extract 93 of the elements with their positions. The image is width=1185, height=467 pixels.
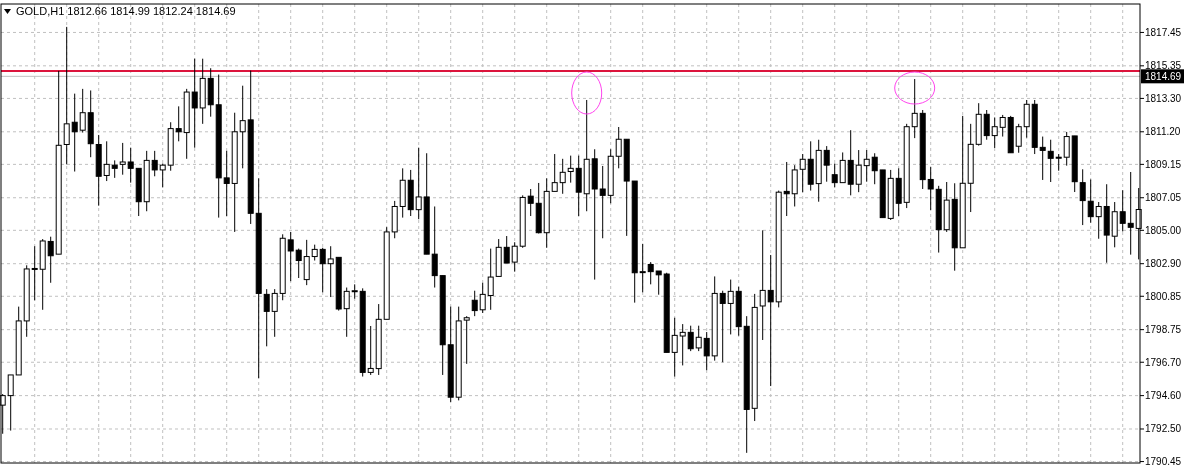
candlestick bbox=[615, 126, 622, 169]
y-tick-label: 1800.85 bbox=[1145, 290, 1182, 302]
candlestick bbox=[759, 229, 766, 341]
candlestick bbox=[71, 93, 78, 173]
y-tick-label: 1807.05 bbox=[1145, 192, 1182, 204]
candlestick bbox=[823, 145, 830, 183]
candlestick bbox=[31, 245, 38, 301]
candlestick bbox=[799, 153, 806, 193]
candlestick bbox=[303, 239, 310, 286]
candlestick bbox=[719, 290, 726, 363]
y-tick-label: 1796.70 bbox=[1145, 356, 1182, 368]
candlestick bbox=[463, 315, 470, 365]
y-tick-label: 1815.35 bbox=[1145, 60, 1182, 72]
candlestick bbox=[343, 287, 350, 338]
ref-line-label: 1814.69 bbox=[1145, 70, 1182, 82]
candlestick bbox=[647, 261, 654, 285]
candlestick bbox=[639, 243, 646, 293]
candlestick bbox=[79, 88, 86, 134]
candlestick bbox=[287, 231, 294, 282]
candlestick bbox=[1047, 139, 1054, 183]
candlestick bbox=[1087, 178, 1094, 224]
y-tick-label: 1811.20 bbox=[1145, 126, 1181, 138]
candlestick bbox=[791, 164, 798, 207]
candlestick bbox=[687, 325, 694, 352]
candlestick bbox=[1095, 201, 1102, 240]
candlestick bbox=[503, 235, 510, 264]
candlestick bbox=[431, 205, 438, 289]
candlestick bbox=[767, 254, 774, 387]
candlestick bbox=[1079, 168, 1086, 226]
y-tick-label: 1802.90 bbox=[1145, 258, 1182, 270]
candlestick bbox=[927, 166, 934, 211]
candlestick bbox=[1127, 171, 1134, 256]
candlestick bbox=[1039, 136, 1046, 181]
candlestick bbox=[415, 147, 422, 220]
candlestick bbox=[239, 85, 246, 169]
y-tick-label: 1813.30 bbox=[1145, 92, 1182, 104]
candlestick bbox=[103, 140, 110, 182]
candlestick bbox=[703, 331, 710, 371]
candlestick bbox=[159, 163, 166, 188]
candlestick bbox=[671, 317, 678, 378]
candlestick bbox=[527, 188, 534, 217]
candlestick bbox=[855, 149, 862, 193]
candlestick bbox=[479, 282, 486, 314]
candlestick bbox=[727, 279, 734, 335]
candlestick bbox=[367, 325, 374, 376]
y-tick-label: 1817.45 bbox=[1145, 26, 1182, 38]
candlestick bbox=[295, 248, 302, 279]
candlestick bbox=[1015, 123, 1022, 154]
candlestick bbox=[487, 248, 494, 311]
candlestick bbox=[911, 78, 918, 139]
candlestick bbox=[831, 163, 838, 188]
candlestick bbox=[263, 288, 270, 347]
candlestick bbox=[983, 109, 990, 141]
candlestick bbox=[559, 158, 566, 195]
candlestick bbox=[567, 155, 574, 184]
candlestick bbox=[319, 247, 326, 293]
candlestick bbox=[63, 26, 70, 165]
candlestick bbox=[511, 241, 518, 273]
candlestick bbox=[839, 151, 846, 184]
candlestick bbox=[1119, 189, 1126, 232]
candlestick bbox=[351, 283, 358, 300]
candlestick bbox=[863, 149, 870, 183]
candlestick bbox=[991, 116, 998, 149]
candlestick bbox=[551, 153, 558, 192]
y-tick-label: 1790.45 bbox=[1145, 456, 1182, 467]
candlestick bbox=[151, 150, 158, 177]
candlestick bbox=[127, 147, 134, 184]
y-tick-label: 1794.60 bbox=[1145, 390, 1182, 402]
candlestick bbox=[679, 323, 686, 366]
candlestick bbox=[271, 288, 278, 338]
y-tick-label: 1805.00 bbox=[1145, 224, 1182, 236]
candlestick bbox=[655, 270, 662, 296]
candlestick bbox=[7, 374, 14, 432]
candlestick bbox=[1063, 131, 1070, 167]
y-tick-label: 1792.50 bbox=[1145, 423, 1182, 435]
candlestick bbox=[599, 165, 606, 239]
y-tick-label: 1809.15 bbox=[1145, 158, 1182, 170]
candlestick bbox=[471, 290, 478, 317]
candlestick bbox=[695, 325, 702, 352]
chart-title: GOLD,H1 1812.66 1814.99 1812.24 1814.69 bbox=[16, 5, 236, 17]
candlestick bbox=[575, 155, 582, 217]
candlestick bbox=[119, 142, 126, 176]
candlestick bbox=[47, 236, 54, 284]
candlestick bbox=[327, 245, 334, 298]
candlestick bbox=[175, 105, 182, 142]
candlestick bbox=[191, 58, 198, 149]
candlestick bbox=[223, 150, 230, 217]
candlestick bbox=[783, 161, 790, 217]
candlestick bbox=[999, 114, 1006, 138]
y-tick-label: 1798.75 bbox=[1145, 324, 1182, 336]
candlestick bbox=[847, 129, 854, 196]
candlestick bbox=[871, 152, 878, 185]
candlestick bbox=[1023, 99, 1030, 139]
